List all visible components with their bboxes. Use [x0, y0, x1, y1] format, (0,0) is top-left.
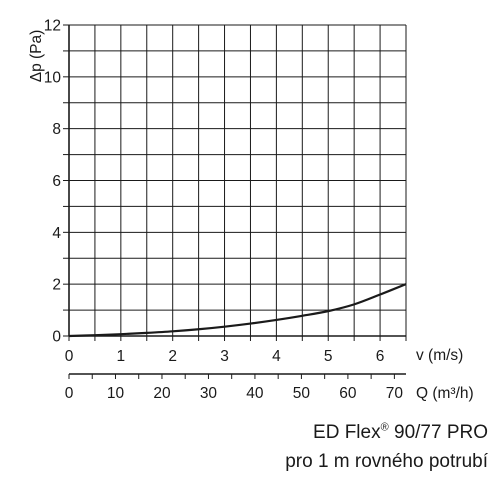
- x-tick-label-flow: 30: [200, 385, 218, 402]
- x-tick-label-flow: 50: [293, 385, 311, 402]
- x-tick-label-flow: 60: [339, 385, 357, 402]
- x-tick-label-velocity: 4: [272, 348, 281, 365]
- y-tick-label: 6: [52, 173, 61, 190]
- chart-grid: [68, 24, 407, 337]
- caption-product-name: ED Flex: [313, 422, 381, 443]
- y-tick-label: 10: [44, 69, 62, 86]
- x-tick-label-flow: 40: [246, 385, 264, 402]
- x-tick-label-velocity: 5: [324, 348, 333, 365]
- x-tick-label-flow: 70: [386, 385, 404, 402]
- chart-caption-subtitle: pro 1 m rovného potrubí: [285, 451, 488, 472]
- x-tick-label-flow: 10: [107, 385, 125, 402]
- y-tick-label: 0: [52, 329, 61, 346]
- y-tick-label: 2: [52, 277, 61, 294]
- x-tick-label-velocity: 1: [117, 348, 126, 365]
- x-axis-label-flow: Q (m³/h): [416, 385, 474, 402]
- y-axis-label: Δp (Pa): [28, 30, 45, 83]
- y-tick-label: 12: [44, 18, 61, 35]
- x-tick-label-velocity: 0: [65, 348, 74, 365]
- x-tick-label-flow: 20: [153, 385, 171, 402]
- y-tick-label: 8: [52, 121, 61, 138]
- chart-caption-title: ED Flex® 90/77 PRO: [313, 422, 488, 444]
- series-line-pressure-loss: [68, 283, 407, 338]
- x-tick-label-velocity: 6: [376, 348, 385, 365]
- x-tick-label-flow: 0: [65, 385, 74, 402]
- registered-mark: ®: [380, 421, 389, 434]
- x-tick-label-velocity: 2: [168, 348, 177, 365]
- x-axis-label-velocity: v (m/s): [416, 347, 463, 364]
- x-tick-label-velocity: 3: [220, 348, 229, 365]
- caption-product-model: 90/77 PRO: [388, 422, 488, 443]
- chart-axes: [63, 24, 407, 379]
- chart-series: [68, 283, 407, 338]
- y-tick-label: 4: [52, 225, 61, 242]
